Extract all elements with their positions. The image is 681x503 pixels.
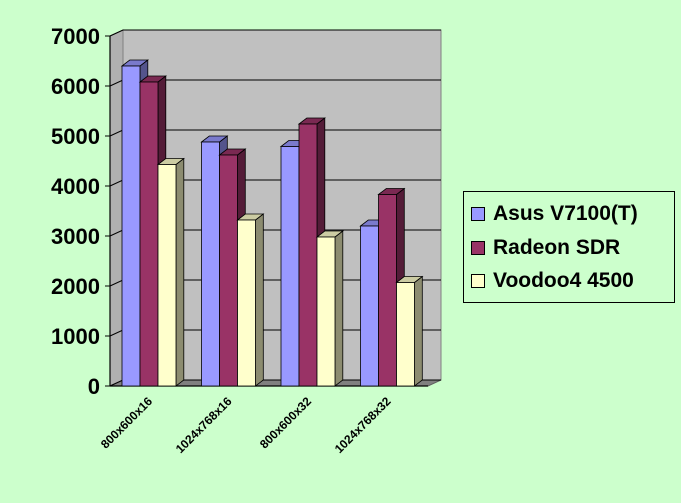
y-tick-label: 0 bbox=[88, 374, 100, 399]
y-tick-label: 7000 bbox=[51, 24, 100, 49]
legend-swatch-radeon bbox=[471, 241, 485, 255]
legend-swatch-voodoo bbox=[471, 274, 485, 288]
bar bbox=[157, 164, 177, 387]
bar-side bbox=[334, 230, 344, 387]
gridline bbox=[109, 29, 441, 37]
bar bbox=[237, 219, 256, 387]
bar bbox=[219, 154, 238, 387]
bar-side bbox=[255, 213, 264, 387]
x-tick-label: 800x600x16 bbox=[98, 394, 155, 451]
x-tick-label: 800x600x32 bbox=[257, 394, 314, 451]
legend-item-asus: Asus V7100(T) bbox=[471, 202, 638, 226]
bar bbox=[201, 141, 220, 387]
chart-legend: Asus V7100(T) Radeon SDR Voodoo4 4500 bbox=[463, 191, 675, 303]
y-tick-label: 5000 bbox=[51, 124, 100, 149]
bar bbox=[280, 146, 300, 387]
bar bbox=[360, 225, 379, 387]
bar-side bbox=[175, 157, 185, 387]
bar bbox=[139, 81, 159, 387]
legend-label-voodoo: Voodoo4 4500 bbox=[493, 269, 634, 292]
y-tick-label: 3000 bbox=[51, 224, 100, 249]
legend-label-asus: Asus V7100(T) bbox=[493, 202, 638, 225]
bar bbox=[121, 65, 141, 387]
y-tick-label: 2000 bbox=[51, 274, 100, 299]
x-tick-label: 1024x768x16 bbox=[173, 394, 235, 456]
x-tick-label: 1024x768x32 bbox=[332, 394, 394, 456]
bar bbox=[316, 236, 336, 387]
legend-swatch-asus bbox=[471, 207, 485, 221]
bar bbox=[396, 282, 415, 387]
bar-side bbox=[414, 275, 423, 387]
legend-item-radeon: Radeon SDR bbox=[471, 236, 620, 260]
y-tick-label: 4000 bbox=[51, 174, 100, 199]
bar bbox=[298, 123, 318, 387]
y-tick-label: 6000 bbox=[51, 74, 100, 99]
legend-label-radeon: Radeon SDR bbox=[493, 236, 621, 259]
y-tick-label: 1000 bbox=[51, 324, 100, 349]
legend-item-voodoo: Voodoo4 4500 bbox=[471, 269, 634, 293]
bar bbox=[378, 194, 397, 387]
